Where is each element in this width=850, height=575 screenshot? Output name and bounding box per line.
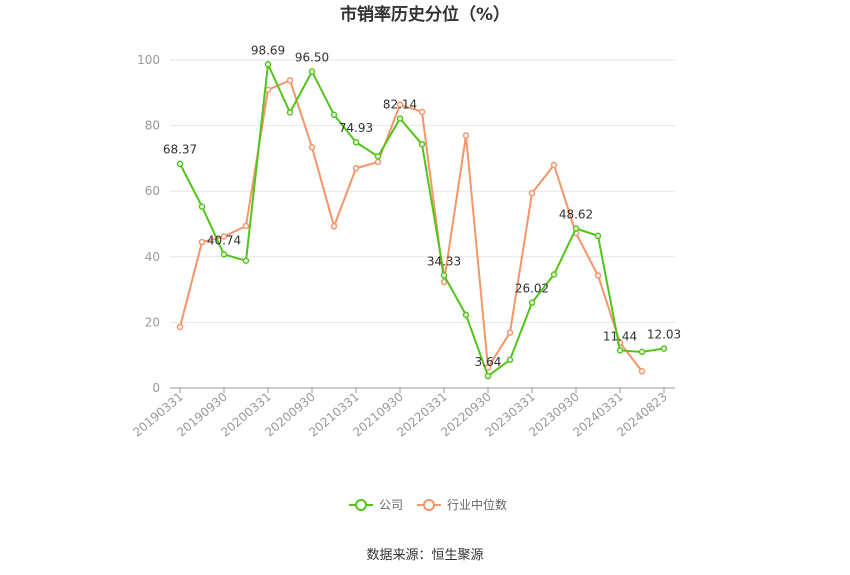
y-tick-label: 100 [137,53,160,67]
legend-label: 行业中位数 [447,497,507,512]
data-point [264,61,272,68]
data-point [286,77,294,84]
data-point [660,345,668,352]
data-point [330,223,338,230]
data-point [198,238,206,246]
data-labels: 68.37 40.74 98.69 96.50 74.93 82.14 34.33 3.64 2… [163,43,681,369]
data-point [418,108,426,116]
data-point [176,160,184,167]
y-tick-label: 20 [145,315,160,329]
data-label: 98.69 [251,43,285,57]
data-label: 26.02 [515,282,549,296]
data-point [220,233,228,240]
data-point [374,158,382,166]
data-point [418,141,426,148]
data-point [528,299,536,306]
data-point [198,203,206,210]
data-label: 74.93 [339,121,373,135]
data-point [506,329,514,336]
source-note: 数据来源：恒生聚源 [366,548,483,563]
y-tick-label: 60 [145,184,160,198]
data-label: 3.64 [475,355,502,369]
data-point [550,161,558,169]
legend-industry[interactable]: 行业中位数 [417,497,507,512]
data-point [220,251,228,258]
data-label: 34.33 [427,254,461,268]
data-point [440,272,448,279]
legend-label: 公司 [379,498,403,512]
data-point [528,189,536,197]
series-group [176,60,668,380]
data-point [176,323,184,331]
data-point [308,68,316,75]
y-tick-label: 80 [145,119,160,133]
data-point [440,278,448,286]
x-axis: 2019033120190930202003312020093020210331… [130,387,675,440]
data-point [462,132,470,139]
data-point [242,257,250,264]
y-axis-ticks: 0 20 40 60 80 100 [137,53,160,395]
data-label: 82.14 [383,98,417,112]
data-label: 40.74 [207,233,241,247]
data-point [484,372,492,380]
data-point [352,138,360,146]
data-point [594,272,602,279]
data-point [286,109,294,116]
gridlines [170,59,675,323]
data-label: 96.50 [295,50,329,64]
data-point [572,225,580,232]
data-point [462,311,470,319]
data-point [242,222,250,230]
data-point [308,143,316,151]
data-point [616,347,624,354]
y-tick-label: 0 [152,381,160,395]
data-point [396,101,404,108]
legend-swatch-marker [423,499,435,511]
data-point [638,348,646,356]
legend[interactable]: 公司 行业中位数 [349,497,507,512]
legend-swatch-marker [355,499,367,511]
data-label: 11.44 [603,329,637,343]
data-point [374,153,382,160]
data-point [638,368,646,375]
data-point [330,111,338,119]
data-point [396,115,404,122]
data-point [550,271,558,278]
data-label: 48.62 [559,208,593,222]
data-point [594,232,602,240]
data-point [506,356,514,364]
y-tick-label: 40 [145,250,160,264]
chart-title: 市销率历史分位（%） [340,4,510,25]
data-label: 68.37 [163,143,197,157]
legend-company[interactable]: 公司 [349,498,403,512]
data-point [352,164,360,172]
data-label: 12.03 [647,328,681,342]
